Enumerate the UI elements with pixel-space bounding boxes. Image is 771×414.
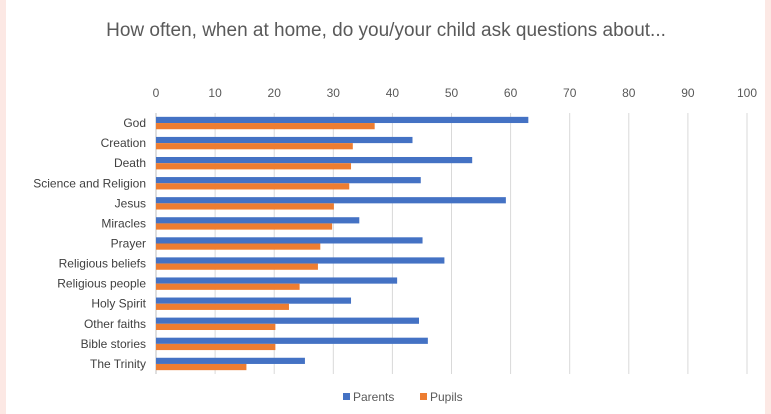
bar-parents — [156, 317, 419, 324]
category-label: Religious beliefs — [59, 257, 146, 271]
x-tick-label: 100 — [737, 86, 757, 100]
bar-parents — [156, 357, 305, 364]
category-label: Science and Religion — [33, 176, 146, 190]
x-tick-label: 40 — [386, 86, 400, 100]
bar-parents — [156, 197, 506, 204]
x-tick-label: 0 — [153, 86, 160, 100]
x-tick-label: 30 — [327, 86, 341, 100]
x-tick-label: 70 — [563, 86, 577, 100]
bar-pupils — [156, 223, 333, 230]
bar-pupils — [156, 323, 276, 331]
x-tick-label: 10 — [208, 86, 222, 100]
x-tick-label: 90 — [681, 86, 695, 100]
bar-pupils — [156, 303, 289, 310]
x-tick-label: 50 — [445, 86, 459, 100]
bar-parents — [156, 277, 398, 284]
legend-label: Pupils — [430, 390, 463, 404]
bar-parents — [156, 217, 360, 224]
category-label: Religious people — [57, 277, 146, 291]
legend-label: Parents — [353, 390, 394, 404]
category-label: Death — [114, 156, 146, 170]
chart-title: How often, when at home, do you/your chi… — [106, 20, 666, 41]
category-labels: God Creation Death Science and Religion Jesu… — [33, 116, 146, 371]
bar-pupils — [156, 263, 318, 270]
category-label: Miracles — [101, 216, 146, 230]
bar-chart: 0 10 20 30 40 50 60 70 80 90 100 God Creation Death S… — [33, 86, 758, 404]
x-axis-ticks: 0 10 20 30 40 50 60 70 80 90 100 — [153, 86, 758, 100]
x-tick-label: 60 — [504, 86, 518, 100]
bar-pupils — [156, 343, 276, 351]
bar-parents — [156, 136, 413, 144]
bar-parents — [156, 257, 445, 264]
bar-parents — [156, 156, 473, 164]
legend-swatch — [420, 393, 427, 400]
category-label: The Trinity — [90, 357, 146, 371]
bar-parents — [156, 237, 423, 244]
legend: Parents Pupils — [343, 390, 463, 404]
bar-pupils — [156, 203, 334, 210]
bar-parents — [156, 116, 529, 124]
legend-swatch — [343, 393, 350, 400]
category-label: Prayer — [111, 237, 146, 251]
x-tick-label: 20 — [268, 86, 282, 100]
category-label: Holy Spirit — [91, 297, 146, 311]
bar-parents — [156, 297, 352, 304]
category-label: Jesus — [115, 196, 146, 210]
category-label: Other faiths — [84, 317, 146, 331]
bar-pupils — [156, 143, 353, 150]
bar-pupils — [156, 123, 375, 130]
bar-pupils — [156, 283, 300, 290]
chart-frame: How often, when at home, do you/your chi… — [6, 0, 765, 414]
bar-pupils — [156, 163, 352, 170]
bar-pupils — [156, 183, 350, 190]
bars — [156, 116, 529, 371]
bar-parents — [156, 337, 428, 344]
bar-pupils — [156, 243, 321, 250]
category-label: God — [123, 116, 146, 130]
bar-parents — [156, 177, 421, 184]
category-label: Creation — [101, 136, 146, 150]
x-tick-label: 80 — [622, 86, 636, 100]
category-label: Bible stories — [81, 337, 146, 351]
bar-pupils — [156, 363, 247, 371]
